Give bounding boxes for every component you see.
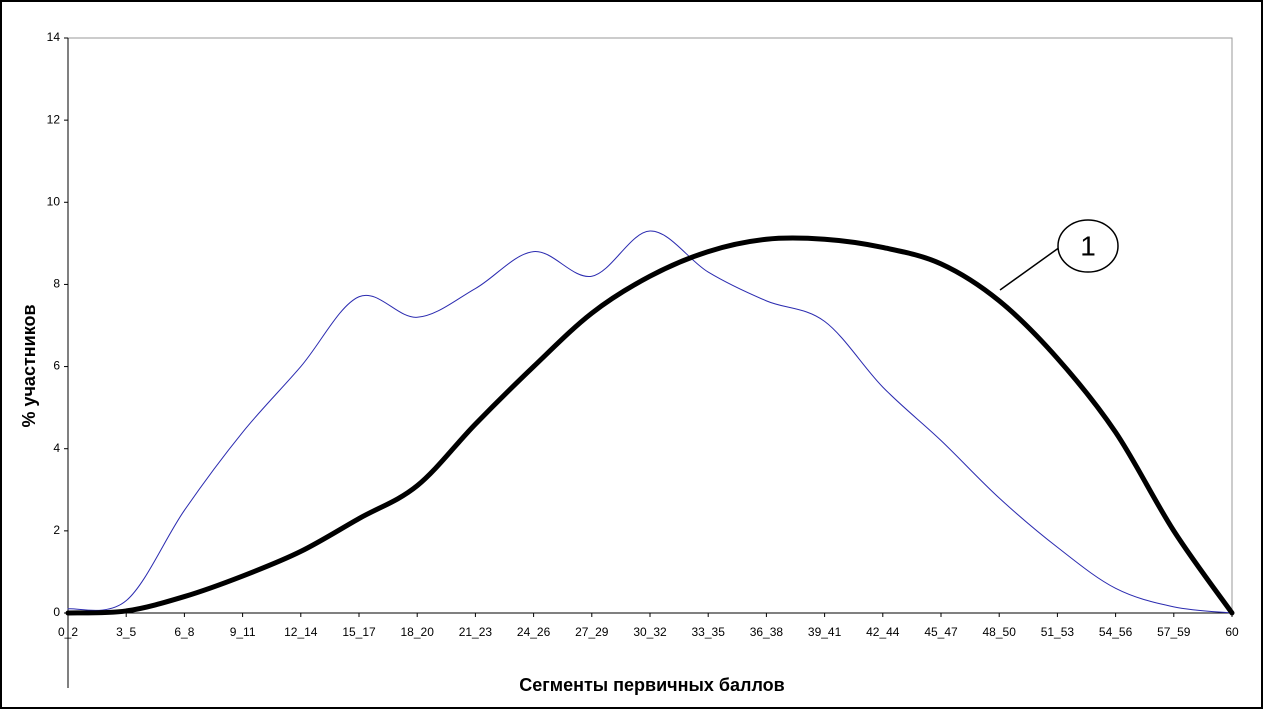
- x-tick-label: 33_35: [692, 625, 726, 639]
- x-tick-label: 48_50: [983, 625, 1017, 639]
- x-tick-label: 36_38: [750, 625, 784, 639]
- y-tick-label: 6: [53, 359, 60, 373]
- y-axis-title: % участников: [19, 304, 39, 427]
- y-tick-label: 0: [53, 605, 60, 619]
- x-tick-label: 0_2: [58, 625, 78, 639]
- annotation-circle: [1057, 219, 1119, 273]
- x-tick-label: 3_5: [116, 625, 136, 639]
- x-tick-label: 15_17: [342, 625, 376, 639]
- y-tick-label: 2: [53, 523, 60, 537]
- x-tick-label: 45_47: [924, 625, 958, 639]
- x-tick-label: 42_44: [866, 625, 900, 639]
- x-tick-label: 6_8: [174, 625, 194, 639]
- x-tick-label: 24_26: [517, 625, 551, 639]
- x-tick-label: 39_41: [808, 625, 842, 639]
- y-tick-label: 8: [53, 277, 60, 291]
- y-tick-label: 12: [47, 112, 61, 126]
- x-tick-label: 30_32: [633, 625, 667, 639]
- y-tick-label: 14: [47, 30, 61, 44]
- x-tick-label: 51_53: [1041, 625, 1075, 639]
- x-tick-label: 21_23: [459, 625, 493, 639]
- y-tick-label: 4: [53, 441, 60, 455]
- y-tick-label: 10: [47, 194, 61, 208]
- x-tick-label: 18_20: [401, 625, 435, 639]
- x-tick-label: 57_59: [1157, 625, 1191, 639]
- x-tick-label: 9_11: [230, 625, 256, 639]
- x-tick-label: 60: [1225, 625, 1239, 639]
- series-line: [65, 235, 1235, 616]
- x-tick-label: 54_56: [1099, 625, 1133, 639]
- x-axis-title: Сегменты первичных баллов: [519, 675, 784, 695]
- x-tick-label: 12_14: [284, 625, 318, 639]
- series-line: [67, 230, 1233, 614]
- x-tick-label: 27_29: [575, 625, 609, 639]
- annotation-label: 1: [1080, 230, 1096, 261]
- annotation-leader: [999, 246, 1061, 291]
